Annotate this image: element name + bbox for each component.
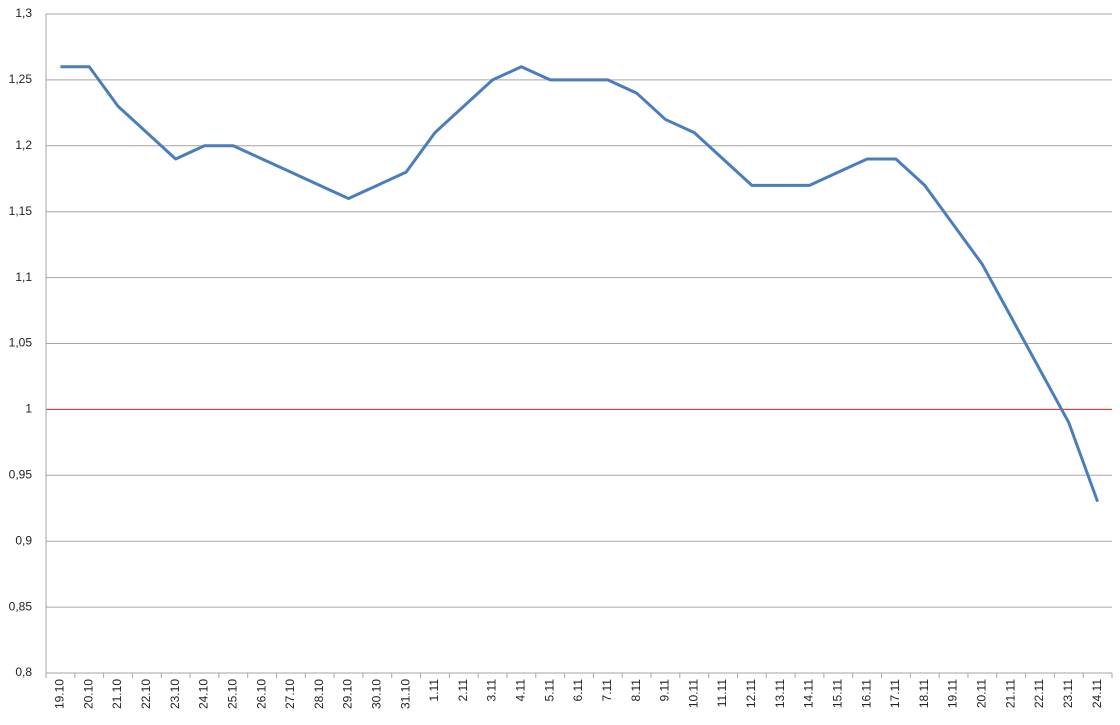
- data-line: [60, 65, 1099, 503]
- x-tick-label: 21.11: [1003, 679, 1017, 708]
- x-tick-label: 22.11: [1032, 679, 1046, 708]
- x-tick-label: 25.10: [225, 679, 239, 709]
- y-tick-label: 1,25: [9, 72, 33, 86]
- x-tick-label: 28.10: [312, 679, 326, 709]
- x-tick-label: 2.11: [456, 679, 470, 702]
- x-tick-label: 24.11: [1090, 679, 1104, 708]
- y-tick-label: 0,95: [9, 467, 33, 481]
- y-tick-label: 1,15: [9, 204, 33, 218]
- x-tick-label: 1.11: [427, 679, 441, 702]
- x-tick-label: 19.11: [946, 679, 960, 708]
- x-tick-label: 9.11: [658, 679, 672, 702]
- x-tick-label: 8.11: [629, 679, 643, 702]
- x-tick-label: 6.11: [571, 679, 585, 702]
- y-tick-label: 0,8: [15, 665, 32, 679]
- x-tick-label: 18.11: [917, 679, 931, 708]
- y-tick-label: 0,9: [15, 533, 32, 547]
- y-tick-label: 1,05: [9, 336, 33, 350]
- y-tick-label: 1: [25, 402, 32, 416]
- x-tick-label: 5.11: [542, 679, 556, 702]
- x-tick-label: 21.10: [110, 679, 124, 709]
- x-tick-label: 17.11: [888, 679, 902, 708]
- x-tick-label: 10.11: [686, 679, 700, 708]
- x-tick-label: 16.11: [859, 679, 873, 708]
- x-tick-label: 12.11: [744, 679, 758, 708]
- x-tick-label: 26.10: [254, 679, 268, 709]
- x-tick-label: 27.10: [283, 679, 297, 709]
- x-tick-label: 31.10: [398, 679, 412, 709]
- x-tick-label: 11.11: [715, 679, 729, 708]
- x-tick-label: 23.10: [168, 679, 182, 709]
- x-tick-label: 30.10: [369, 679, 383, 709]
- y-tick-label: 1,2: [15, 138, 32, 152]
- y-tick-label: 0,85: [9, 599, 33, 613]
- x-tick-label: 20.10: [81, 679, 95, 709]
- x-tick-label: 29.10: [341, 679, 355, 709]
- y-tick-label: 1,1: [15, 270, 32, 284]
- x-tick-label: 13.11: [773, 679, 787, 708]
- x-tick-label: 23.11: [1061, 679, 1075, 708]
- x-tick-label: 22.10: [139, 679, 153, 709]
- x-tick-label: 14.11: [802, 679, 816, 708]
- y-tick-label: 1,3: [15, 6, 32, 20]
- x-tick-label: 19.10: [53, 679, 67, 709]
- x-tick-label: 7.11: [600, 679, 614, 702]
- x-tick-label: 20.11: [975, 679, 989, 708]
- x-tick-label: 4.11: [514, 679, 528, 702]
- x-tick-label: 3.11: [485, 679, 499, 702]
- x-tick-label: 15.11: [830, 679, 844, 708]
- x-tick-label: 24.10: [197, 679, 211, 709]
